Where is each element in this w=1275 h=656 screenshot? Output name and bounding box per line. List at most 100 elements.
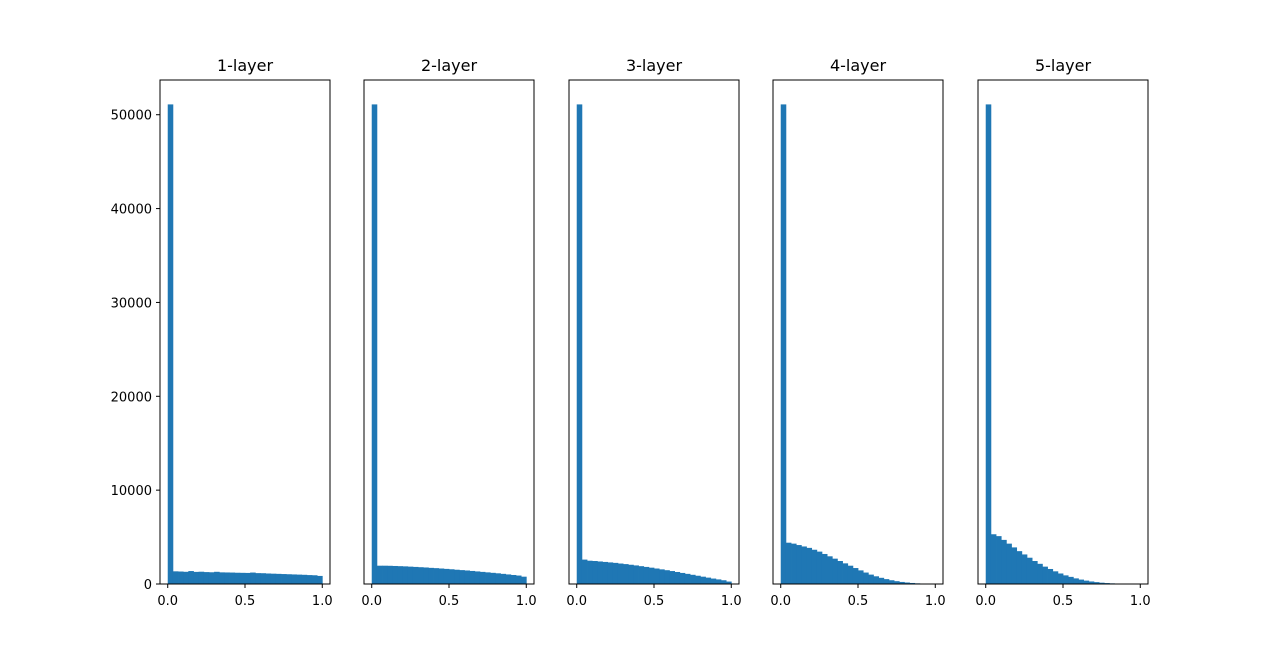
- histogram-bar: [868, 574, 874, 584]
- histogram-bar: [576, 104, 583, 585]
- histogram-bar: [250, 572, 256, 584]
- histogram-bar: [193, 571, 200, 584]
- histogram-bar: [883, 579, 890, 584]
- histogram-bar: [198, 571, 205, 584]
- x-tick-label: 1.0: [312, 594, 333, 609]
- histogram-bar: [858, 570, 864, 584]
- histogram-bar: [449, 569, 455, 584]
- histogram-bar: [469, 570, 476, 584]
- axes-frame: [568, 79, 740, 585]
- histogram-bar: [412, 566, 419, 584]
- histogram-bar: [306, 575, 313, 584]
- histogram-bar: [705, 577, 712, 584]
- histogram-bar: [371, 104, 378, 585]
- histogram-bar: [679, 572, 686, 584]
- x-tick-label: 0.0: [566, 594, 587, 609]
- histogram-bar: [715, 579, 722, 584]
- histogram-bar: [597, 561, 603, 584]
- histogram-bar: [397, 566, 404, 584]
- histogram-bar: [495, 573, 501, 584]
- histogram-bar: [234, 572, 241, 584]
- histogram-bar: [1057, 573, 1064, 584]
- histogram-bar: [1037, 563, 1043, 584]
- histogram-bar: [1099, 582, 1105, 584]
- histogram-bar: [690, 574, 696, 584]
- histogram-bar: [1001, 539, 1007, 584]
- histogram-bar: [1042, 566, 1048, 584]
- histogram-bar: [265, 573, 272, 584]
- histogram-bar: [904, 582, 910, 584]
- x-tick-label: 0.5: [1053, 594, 1074, 609]
- subplot-5: 5-layer 0.0 0.5 1.0: [975, 56, 1150, 609]
- histogram-bar: [1068, 576, 1074, 584]
- histogram-bar: [827, 556, 833, 584]
- y-tick-label: 50000: [111, 109, 152, 124]
- histogram-bar: [832, 558, 838, 584]
- histogram-bar: [654, 568, 660, 584]
- histogram-bar: [791, 543, 797, 584]
- histogram-bar: [1093, 582, 1100, 584]
- histogram-bar: [1021, 554, 1028, 584]
- histogram-bar: [183, 571, 189, 584]
- histogram-bar: [281, 574, 287, 584]
- histogram-bar: [996, 536, 1002, 584]
- histogram-bar: [801, 546, 807, 584]
- x-tick-label: 1.0: [1130, 594, 1151, 609]
- histogram-bar: [376, 565, 383, 584]
- histogram-bar: [464, 570, 470, 584]
- histogram-bar: [172, 571, 179, 584]
- histogram-bar: [842, 563, 849, 584]
- x-tick-label: 1.0: [516, 594, 537, 609]
- histogram-bar: [286, 574, 292, 584]
- histogram-bar: [695, 575, 701, 584]
- histogram-bar: [291, 574, 297, 584]
- histogram-bar: [418, 567, 424, 584]
- axes-frame: [772, 79, 944, 585]
- histogram-bar: [485, 572, 491, 584]
- histogram-bar: [607, 562, 614, 584]
- subplot-title: 2-layer: [421, 56, 478, 75]
- histogram-bar: [178, 571, 184, 584]
- histogram-bar: [909, 582, 916, 584]
- histogram-bar: [720, 580, 727, 584]
- histogram-bar: [229, 572, 236, 584]
- histogram-bar: [433, 568, 440, 584]
- histogram-bar: [1063, 575, 1069, 584]
- histogram-bar: [459, 570, 465, 584]
- y-tick-label: 20000: [111, 390, 152, 405]
- histogram-bar: [402, 566, 409, 584]
- histogram-bar: [428, 567, 434, 584]
- histogram-bar: [623, 564, 629, 584]
- histogram-bar: [1083, 580, 1090, 584]
- histogram-bar: [816, 551, 823, 584]
- histogram-bar: [255, 573, 261, 584]
- histogram-bar: [438, 568, 445, 584]
- histogram-bar: [317, 575, 323, 584]
- histogram-bar: [188, 571, 194, 584]
- histogram-bar: [648, 567, 655, 584]
- subplot-title: 5-layer: [1035, 56, 1092, 75]
- histogram-bar: [664, 570, 670, 584]
- histogram-bar: [726, 581, 732, 584]
- histogram-bar: [1006, 543, 1012, 584]
- histogram-bar: [387, 565, 393, 584]
- histogram-bar: [617, 563, 624, 584]
- histogram-bar: [878, 577, 885, 584]
- histogram-bar: [659, 569, 665, 584]
- histogram-bar: [592, 561, 598, 584]
- histogram-bar: [873, 576, 879, 584]
- histogram-bar: [167, 104, 174, 585]
- histogram-bar: [894, 581, 900, 584]
- histogram-bar: [1078, 579, 1084, 584]
- subplot-2: 2-layer 0.0 0.5 1.0: [361, 56, 536, 609]
- histogram-bar: [260, 573, 266, 584]
- histogram-bar: [710, 578, 717, 584]
- histogram-bar: [811, 549, 818, 584]
- histogram-bar: [985, 104, 992, 585]
- x-tick-label: 0.0: [770, 594, 791, 609]
- histogram-bar: [612, 562, 619, 584]
- histogram-bar: [852, 568, 859, 584]
- histogram-bar: [214, 571, 220, 584]
- histogram-bar: [245, 572, 251, 584]
- x-tick-label: 1.0: [721, 594, 742, 609]
